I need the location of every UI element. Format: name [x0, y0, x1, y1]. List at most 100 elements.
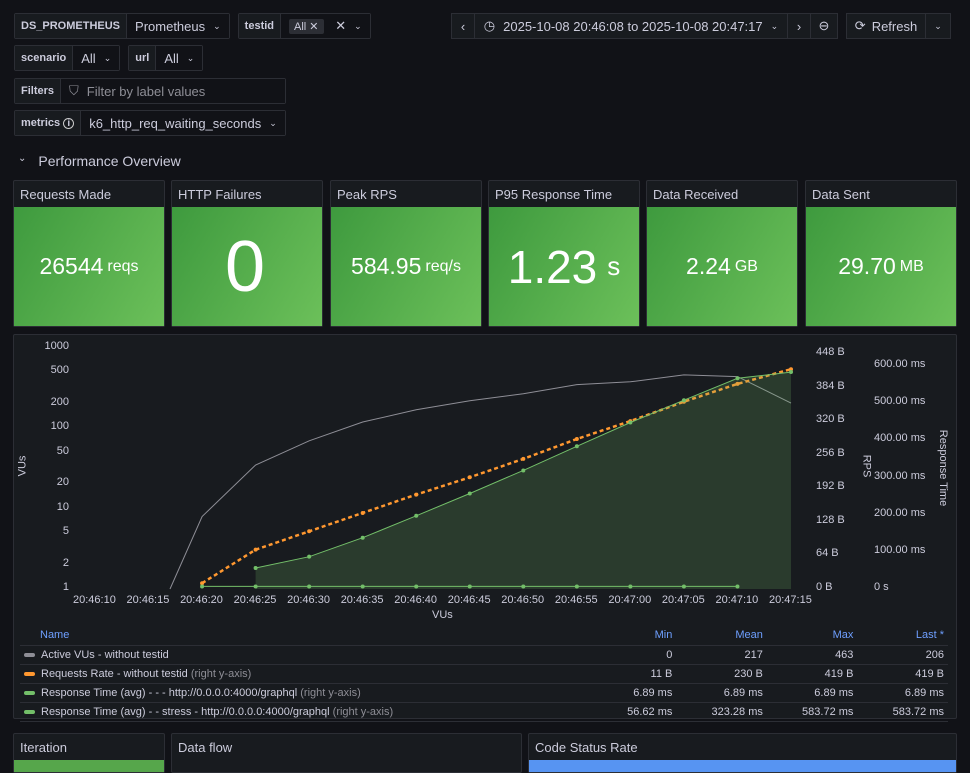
series-area [255, 372, 792, 589]
metrics-label: metrics i [15, 111, 82, 135]
data-point [414, 584, 419, 589]
series-max: 419 B [766, 664, 858, 684]
x-tick-label: 20:46:40 [394, 594, 438, 606]
y-right-time-tick-label: 600.00 ms [874, 358, 926, 370]
info-icon[interactable]: i [63, 117, 75, 129]
datasource-select[interactable]: Prometheus ⌄ [127, 14, 229, 38]
stat-unit: GB [734, 257, 758, 275]
x-tick-label: 20:47:05 [661, 594, 705, 606]
legend-header-last[interactable]: Last * [857, 626, 948, 646]
variables-row-2: scenario All ⌄ url All ⌄ [14, 45, 204, 71]
code-status-rate-panel: Code Status Rate [528, 733, 957, 773]
x-tick-label: 20:46:45 [447, 594, 491, 606]
metrics-select[interactable]: k6_http_req_waiting_seconds ⌄ [81, 111, 285, 135]
refresh-icon: ⟳ [854, 18, 866, 33]
time-back-button[interactable]: ‹ [451, 13, 475, 39]
series-min: 6.89 ms [595, 683, 677, 703]
y-right-rps-tick-label: 128 B [816, 513, 845, 526]
stat-value: 29.70 [838, 253, 896, 279]
legend-row[interactable]: Response Time (avg) - - - http://0.0.0.0… [20, 683, 948, 703]
data-point [360, 535, 365, 540]
stat-value: 1.23 [507, 240, 598, 293]
y-right-time-axis-label: Response Time [937, 429, 950, 507]
data-point [253, 565, 258, 570]
legend-table: Name Min Mean Max Last * Active VUs - wi… [20, 626, 948, 722]
stat-title: P95 Response Time [495, 187, 613, 202]
stat-value-box: 1.23 s [489, 207, 639, 326]
datasource-value: Prometheus [135, 18, 206, 34]
data-point [789, 367, 793, 372]
data-point [414, 492, 419, 497]
series-color-swatch [24, 690, 35, 695]
series-mean: 6.89 ms [676, 683, 767, 703]
series-axis-note: (right y-axis) [332, 705, 394, 718]
y-left-tick-label: 20 [56, 476, 69, 489]
y-left-tick-label: 100 [50, 420, 69, 433]
legend-header-name[interactable]: Name [20, 626, 596, 646]
series-mean: 230 B [676, 664, 767, 684]
y-left-tick-label: 5 [62, 524, 69, 537]
series-name: Active VUs - without testid [41, 648, 169, 661]
data-point [681, 398, 686, 403]
data-point [521, 468, 526, 473]
series-color-swatch [24, 671, 35, 676]
stat-title: Data Received [653, 187, 739, 202]
legend-row[interactable]: Requests Rate - without testid (right y-… [20, 664, 948, 684]
y-left-tick-label: 50 [56, 444, 69, 457]
filters-input[interactable]: ⛉ Filter by label values [61, 79, 285, 103]
testid-chip[interactable]: All ✕ [289, 18, 324, 34]
data-point [628, 420, 633, 425]
x-axis-label: VUs [432, 609, 453, 621]
series-max: 463 [766, 645, 858, 665]
data-point [414, 513, 419, 518]
filter-icon: ⛉ [69, 83, 79, 98]
chevron-down-icon: ⌄ [186, 52, 195, 63]
variables-row-4: metrics i k6_http_req_waiting_seconds ⌄ [14, 110, 286, 136]
clear-icon[interactable]: ✕ [335, 18, 347, 33]
series-mean: 323.28 ms [676, 702, 767, 722]
zoom-out-button[interactable]: ⊖ [810, 13, 838, 39]
series-name: Response Time (avg) - - - http://0.0.0.0… [41, 686, 298, 699]
row-title: Performance Overview [38, 153, 181, 169]
series-last: 206 [857, 645, 948, 665]
series-axis-note: (right y-axis) [190, 667, 252, 680]
data-point [574, 436, 579, 441]
filters-label: Filters [15, 79, 62, 103]
legend-header-mean[interactable]: Mean [676, 626, 767, 646]
refresh-interval-button[interactable]: ⌄ [925, 13, 951, 39]
legend-header-min[interactable]: Min [595, 626, 677, 646]
data-point [253, 547, 258, 552]
data-point [307, 529, 312, 534]
metrics-value: k6_http_req_waiting_seconds [89, 115, 262, 131]
metrics-variable: metrics i k6_http_req_waiting_seconds ⌄ [14, 110, 286, 136]
chevron-down-icon: ⌄ [354, 20, 362, 31]
time-range-picker[interactable]: ◷ 2025-10-08 20:46:08 to 2025-10-08 20:47… [474, 13, 788, 39]
y-right-rps-tick-label: 448 B [816, 346, 845, 358]
variables-row-3: Filters ⛉ Filter by label values [14, 78, 286, 104]
chevron-down-icon: ⌄ [770, 20, 779, 31]
stat-value: 584.95 [351, 253, 422, 279]
testid-select[interactable]: All ✕ ✕ ⌄ [281, 14, 370, 38]
chevron-left-icon: ‹ [460, 18, 466, 34]
legend-row[interactable]: Active VUs - without testid 0 217 463 206 [20, 645, 948, 665]
filters-variable: Filters ⛉ Filter by label values [14, 78, 286, 104]
scenario-select[interactable]: All ⌄ [73, 46, 120, 70]
x-tick-label: 20:46:25 [233, 594, 277, 606]
row-performance-overview[interactable]: ⌄ Performance Overview [18, 153, 181, 169]
series-max: 583.72 ms [766, 702, 858, 722]
data-point [628, 584, 633, 589]
url-select[interactable]: All ⌄ [156, 46, 203, 70]
time-forward-button[interactable]: › [787, 13, 811, 39]
x-tick-label: 20:46:10 [73, 594, 116, 606]
chip-label: All [294, 20, 307, 33]
series-axis-note: (right y-axis) [300, 686, 361, 699]
legend-header-max[interactable]: Max [766, 626, 858, 646]
y-right-rps-axis-label: RPS [860, 454, 873, 478]
y-right-rps-tick-label: 64 B [816, 547, 839, 560]
series-line [201, 367, 792, 585]
refresh-button[interactable]: ⟳ Refresh [846, 13, 926, 39]
legend-row[interactable]: Response Time (avg) - - stress - http://… [20, 702, 948, 722]
variables-row-1: DS_PROMETHEUS Prometheus ⌄ testid All ✕ ✕ ⌄ [14, 13, 371, 39]
x-tick-label: 20:47:10 [715, 594, 759, 606]
timeseries-chart[interactable] [14, 335, 958, 625]
